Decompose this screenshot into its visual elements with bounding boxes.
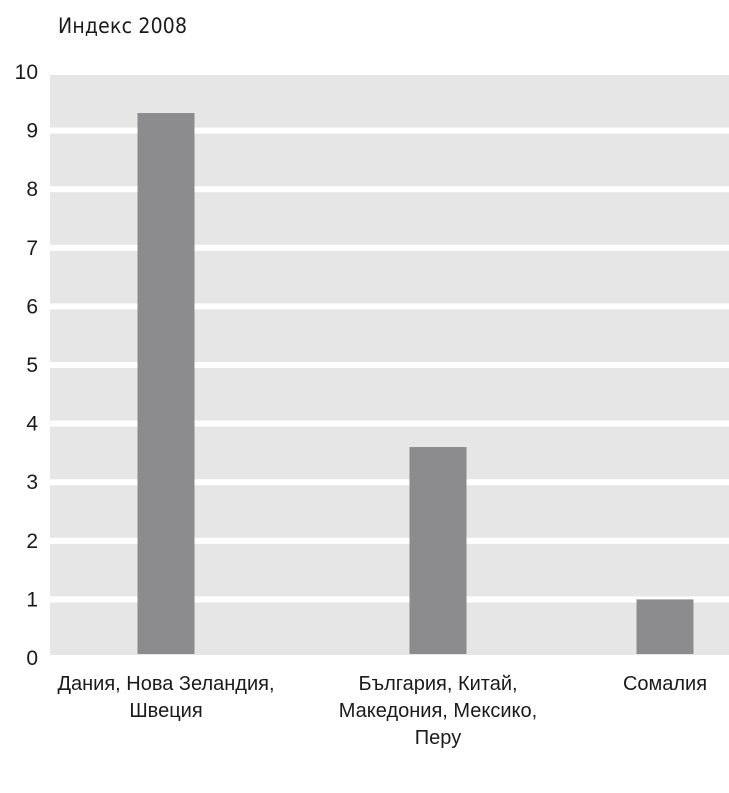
y-tick-label: 5 [26, 354, 38, 377]
chart-title: Индекс 2008 [58, 14, 188, 38]
x-category-label: Сомалия [623, 673, 707, 695]
bar [636, 599, 694, 654]
y-tick-label: 6 [26, 295, 38, 318]
y-tick-label: 2 [26, 530, 38, 553]
y-tick-label: 3 [26, 471, 38, 494]
bar [409, 447, 467, 654]
y-tick-label: 9 [26, 120, 38, 143]
x-category-label: Дания, Нова Зеландия, [57, 673, 274, 695]
x-category-label: България, Китай, [358, 673, 517, 695]
x-category-label: Швеция [129, 700, 202, 722]
y-tick-label: 0 [26, 647, 38, 670]
y-tick-label: 10 [15, 61, 38, 84]
y-tick-label: 4 [26, 413, 38, 436]
y-tick-label: 8 [26, 178, 38, 201]
y-tick-label: 7 [26, 237, 38, 260]
bar [137, 113, 195, 654]
y-tick-label: 1 [26, 588, 38, 611]
x-category-label: Перу [415, 727, 461, 749]
x-category-label: Македония, Мексико, [339, 700, 537, 722]
